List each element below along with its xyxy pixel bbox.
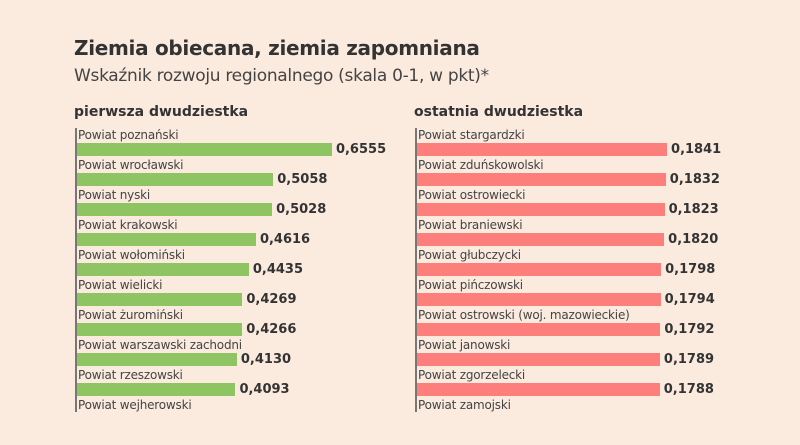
chart-subtitle: Wskaźnik rozwoju regionalnego (skala 0-1…	[74, 66, 489, 86]
bar-row: Powiat wrocławski 0,5058	[75, 158, 395, 188]
bar	[77, 143, 332, 156]
bar	[417, 143, 668, 156]
data-label: 0,1789	[663, 352, 715, 367]
data-label: 0,1788	[663, 382, 714, 397]
bar	[417, 173, 666, 186]
bar	[77, 263, 249, 276]
bar-row: Powiat wołomiński 0,4435	[75, 248, 395, 278]
bar-row: Powiat ostrowski (woj. mazowieckie) 0,179…	[415, 308, 735, 338]
bar-row: Powiat zduńskowolski 0,1832	[415, 158, 735, 188]
bar	[417, 323, 661, 336]
bar-row: Powiat wielicki 0,4269	[75, 278, 395, 308]
chart-top-twenty: Powiat poznański 0,6555 Powiat wrocławski 0…	[75, 128, 395, 412]
category-label: Powiat ostrowiecki	[418, 188, 526, 202]
category-label: Powiat krakowski	[78, 218, 178, 232]
category-label: Powiat rzeszowski	[78, 368, 183, 382]
data-label: 0,4269	[246, 292, 297, 307]
category-label: Powiat nyski	[78, 188, 151, 202]
data-label: 0,4266	[246, 322, 297, 337]
category-label: Powiat wejherowski	[78, 398, 192, 412]
data-label: 0,1820	[668, 232, 719, 247]
data-label: 0,1823	[668, 202, 719, 217]
chart-title: Ziemia obiecana, ziemia zapomniana	[74, 36, 480, 60]
data-label: 0,1798	[665, 262, 716, 277]
bar	[77, 203, 273, 216]
bar	[77, 383, 236, 396]
bar-row: Powiat stargardzki 0,1841	[415, 128, 735, 158]
bar	[77, 233, 256, 246]
bar-row: Powiat krakowski 0,4616	[75, 218, 395, 248]
bar-row: Powiat zamojski	[415, 398, 735, 412]
data-label: 0,4093	[239, 382, 290, 397]
data-label: 0,1792	[664, 322, 715, 337]
bar	[417, 203, 665, 216]
bar-row: Powiat janowski 0,1789	[415, 338, 735, 368]
data-label: 0,5028	[276, 202, 327, 217]
category-label: Powiat wielicki	[78, 278, 163, 292]
bar-row: Powiat poznański 0,6555	[75, 128, 395, 158]
data-label: 0,1841	[671, 142, 722, 157]
bar	[417, 263, 662, 276]
bar-row: Powiat nyski 0,5028	[75, 188, 395, 218]
category-label: Powiat zamojski	[418, 398, 511, 412]
category-label: Powiat ostrowski (woj. mazowieckie)	[418, 308, 630, 322]
axis-line	[75, 128, 77, 412]
category-label: Powiat wrocławski	[78, 158, 184, 172]
bar	[77, 323, 243, 336]
bar-row: Powiat pińczowski 0,1794	[415, 278, 735, 308]
data-label: 0,6555	[335, 142, 387, 157]
category-label: Powiat warszawski zachodni	[78, 338, 242, 352]
bar-row: Powiat ostrowiecki 0,1823	[415, 188, 735, 218]
bar-row: Powiat rzeszowski 0,4093	[75, 368, 395, 398]
panel-title-bottom: ostatnia dwudziestka	[414, 104, 584, 120]
category-label: Powiat braniewski	[418, 218, 523, 232]
bar-row: Powiat żuromiński 0,4266	[75, 308, 395, 338]
panel-title-top: pierwsza dwudziestka	[74, 104, 249, 120]
bar-row: Powiat wejherowski	[75, 398, 395, 412]
bar	[417, 383, 660, 396]
bar	[417, 353, 660, 366]
data-label: 0,1794	[664, 292, 715, 307]
bar	[77, 293, 243, 306]
bar	[417, 293, 661, 306]
data-label: 0,4435	[252, 262, 304, 277]
data-label: 0,1832	[669, 172, 720, 187]
category-label: Powiat poznański	[78, 128, 179, 142]
bar	[77, 353, 237, 366]
data-label: 0,4616	[259, 232, 311, 247]
bar	[77, 173, 274, 186]
category-label: Powiat wołomiński	[78, 248, 185, 262]
bar-row: Powiat warszawski zachodni 0,4130	[75, 338, 395, 368]
category-label: Powiat zgorzelecki	[418, 368, 526, 382]
category-label: Powiat żuromiński	[78, 308, 183, 322]
category-label: Powiat głubczycki	[418, 248, 521, 262]
data-label: 0,4130	[240, 352, 292, 367]
bar-row: Powiat zgorzelecki 0,1788	[415, 368, 735, 398]
bar-row: Powiat braniewski 0,1820	[415, 218, 735, 248]
bar-row: Powiat głubczycki 0,1798	[415, 248, 735, 278]
category-label: Powiat stargardzki	[418, 128, 525, 142]
category-label: Powiat janowski	[418, 338, 511, 352]
data-label: 0,5058	[277, 172, 328, 187]
bar	[417, 233, 665, 246]
category-label: Powiat pińczowski	[418, 278, 523, 292]
axis-line	[415, 128, 417, 412]
chart-bottom-twenty: Powiat stargardzki 0,1841 Powiat zduńskowo…	[415, 128, 735, 412]
category-label: Powiat zduńskowolski	[418, 158, 544, 172]
